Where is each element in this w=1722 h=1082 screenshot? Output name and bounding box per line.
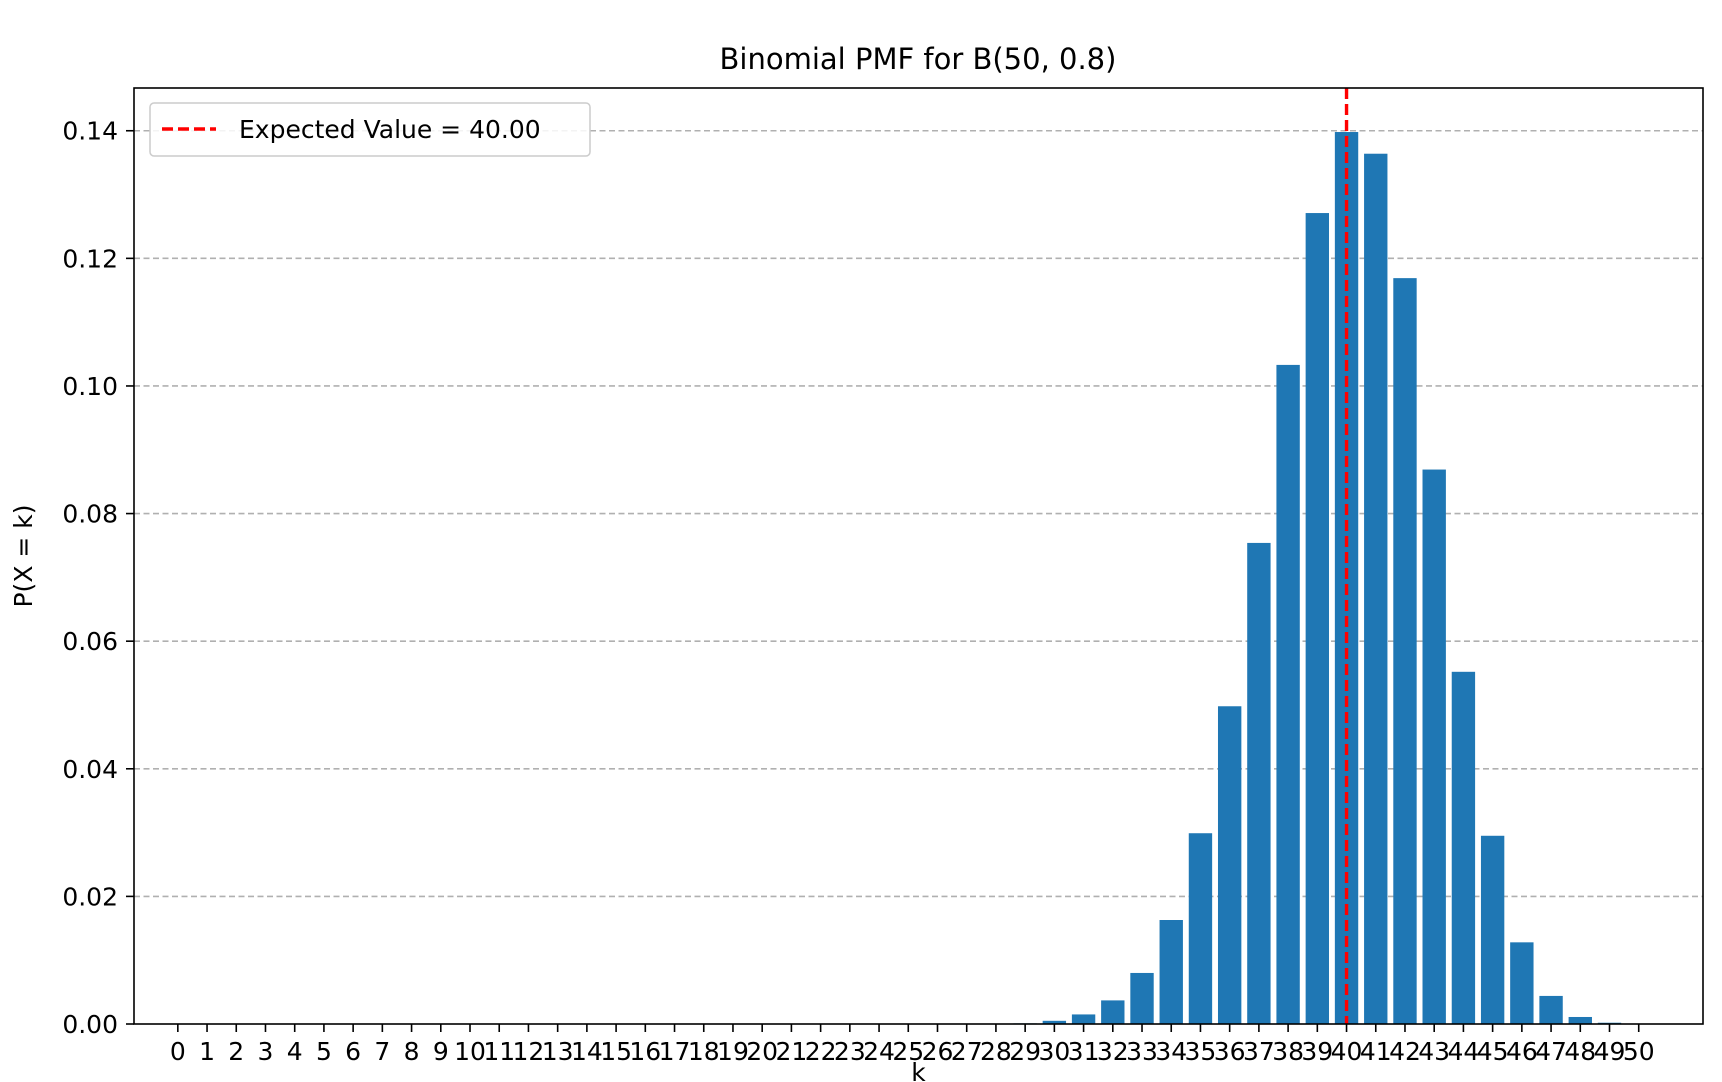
x-tick-label: 25: [892, 1037, 924, 1066]
x-tick-label: 24: [863, 1037, 895, 1066]
x-tick-label: 27: [951, 1037, 983, 1066]
plot-frame: [133, 87, 1704, 1025]
x-tick-label: 37: [1243, 1037, 1275, 1066]
x-tick-label: 9: [433, 1037, 449, 1066]
bar-k-42: [1393, 278, 1417, 1024]
x-tick-label: 36: [1214, 1037, 1246, 1066]
bar-k-45: [1480, 835, 1505, 1024]
x-tick-label: 41: [1360, 1037, 1392, 1066]
x-tick-label: 33: [1126, 1037, 1158, 1066]
bar-k-35: [1188, 833, 1213, 1024]
x-tick-label: 43: [1418, 1037, 1450, 1066]
grid-layer: [134, 129, 1703, 898]
x-tick-label: 47: [1535, 1037, 1567, 1066]
bar-k-37: [1247, 542, 1271, 1024]
x-tick-label: 42: [1389, 1037, 1421, 1066]
x-tick-label: 32: [1097, 1037, 1129, 1066]
x-tick-label: 16: [629, 1037, 661, 1066]
y-ticks-layer: 0.00 0.02 0.04 0.06 0.08 0.10 0.12 0.14: [62, 117, 134, 1039]
y-tick-label: 0.14: [62, 117, 118, 146]
y-axis-label: P(X = k): [9, 504, 38, 607]
x-tick-label: 8: [404, 1037, 420, 1066]
x-tick-label: 17: [659, 1037, 691, 1066]
bar-k-36: [1217, 706, 1242, 1024]
bar-k-30: [1042, 1020, 1067, 1024]
x-tick-label: 49: [1594, 1037, 1626, 1066]
x-tick-label: 29: [1009, 1037, 1041, 1066]
x-axis-label: k: [911, 1058, 926, 1082]
x-tick-label: 2: [228, 1037, 244, 1066]
y-tick-label: 0.08: [62, 500, 118, 529]
x-tick-label: 14: [571, 1037, 603, 1066]
x-tick-label: 26: [922, 1037, 954, 1066]
y-tick-label: 0.12: [62, 244, 118, 273]
chart-title: Binomial PMF for B(50, 0.8): [720, 42, 1117, 76]
x-tick-label: 6: [345, 1037, 361, 1066]
legend-box: [149, 102, 591, 157]
x-tick-label: 48: [1564, 1037, 1596, 1066]
x-tick-label: 46: [1506, 1037, 1538, 1066]
x-tick-label: 19: [717, 1037, 749, 1066]
bar-k-32: [1101, 1000, 1125, 1024]
y-tick-label: 0.04: [62, 755, 118, 784]
x-tick-label: 5: [316, 1037, 332, 1066]
x-tick-label: 3: [258, 1037, 274, 1066]
x-tick-label: 10: [454, 1037, 486, 1066]
x-tick-label: 35: [1185, 1037, 1217, 1066]
x-tick-label: 28: [980, 1037, 1012, 1066]
bar-k-33: [1130, 972, 1154, 1024]
x-tick-label: 50: [1623, 1037, 1655, 1066]
bar-k-47: [1539, 995, 1563, 1024]
legend-label-expected-value: Expected Value = 40.00: [239, 115, 541, 144]
bar-k-43: [1422, 469, 1446, 1024]
bar-k-44: [1451, 671, 1476, 1024]
y-tick-label: 0.06: [62, 627, 118, 656]
x-tick-label: 11: [483, 1037, 515, 1066]
bar-k-38: [1276, 364, 1300, 1025]
x-tick-label: 38: [1272, 1037, 1304, 1066]
x-tick-label: 1: [199, 1037, 215, 1066]
y-tick-label: 0.10: [62, 372, 118, 401]
bar-k-39: [1305, 213, 1330, 1024]
x-tick-label: 21: [775, 1037, 807, 1066]
x-tick-label: 22: [805, 1037, 837, 1066]
x-tick-label: 44: [1448, 1037, 1480, 1066]
x-ticks-layer: 0 1 2 3 4 5 6 7 8 9 101112131415161718192021222324…: [170, 1024, 1655, 1066]
x-tick-label: 0: [170, 1037, 186, 1066]
x-tick-label: 18: [688, 1037, 720, 1066]
x-tick-label: 34: [1155, 1037, 1187, 1066]
x-tick-label: 15: [600, 1037, 632, 1066]
bar-k-46: [1510, 942, 1534, 1024]
bar-k-48: [1568, 1016, 1592, 1024]
x-tick-label: 4: [287, 1037, 303, 1066]
x-tick-label: 23: [834, 1037, 866, 1066]
bar-k-41: [1364, 153, 1388, 1025]
x-tick-label: 31: [1068, 1037, 1100, 1066]
x-tick-label: 40: [1331, 1037, 1363, 1066]
legend: Expected Value = 40.00: [149, 102, 591, 157]
x-tick-label: 45: [1477, 1037, 1509, 1066]
x-tick-label: 20: [746, 1037, 778, 1066]
x-tick-label: 39: [1301, 1037, 1333, 1066]
y-tick-label: 0.00: [62, 1010, 118, 1039]
bar-k-31: [1071, 1014, 1096, 1024]
bar-k-34: [1159, 920, 1183, 1024]
x-tick-label: 7: [374, 1037, 390, 1066]
x-tick-label: 13: [542, 1037, 574, 1066]
x-tick-label: 12: [513, 1037, 545, 1066]
x-tick-label: 30: [1038, 1037, 1070, 1066]
y-tick-label: 0.02: [62, 882, 118, 911]
